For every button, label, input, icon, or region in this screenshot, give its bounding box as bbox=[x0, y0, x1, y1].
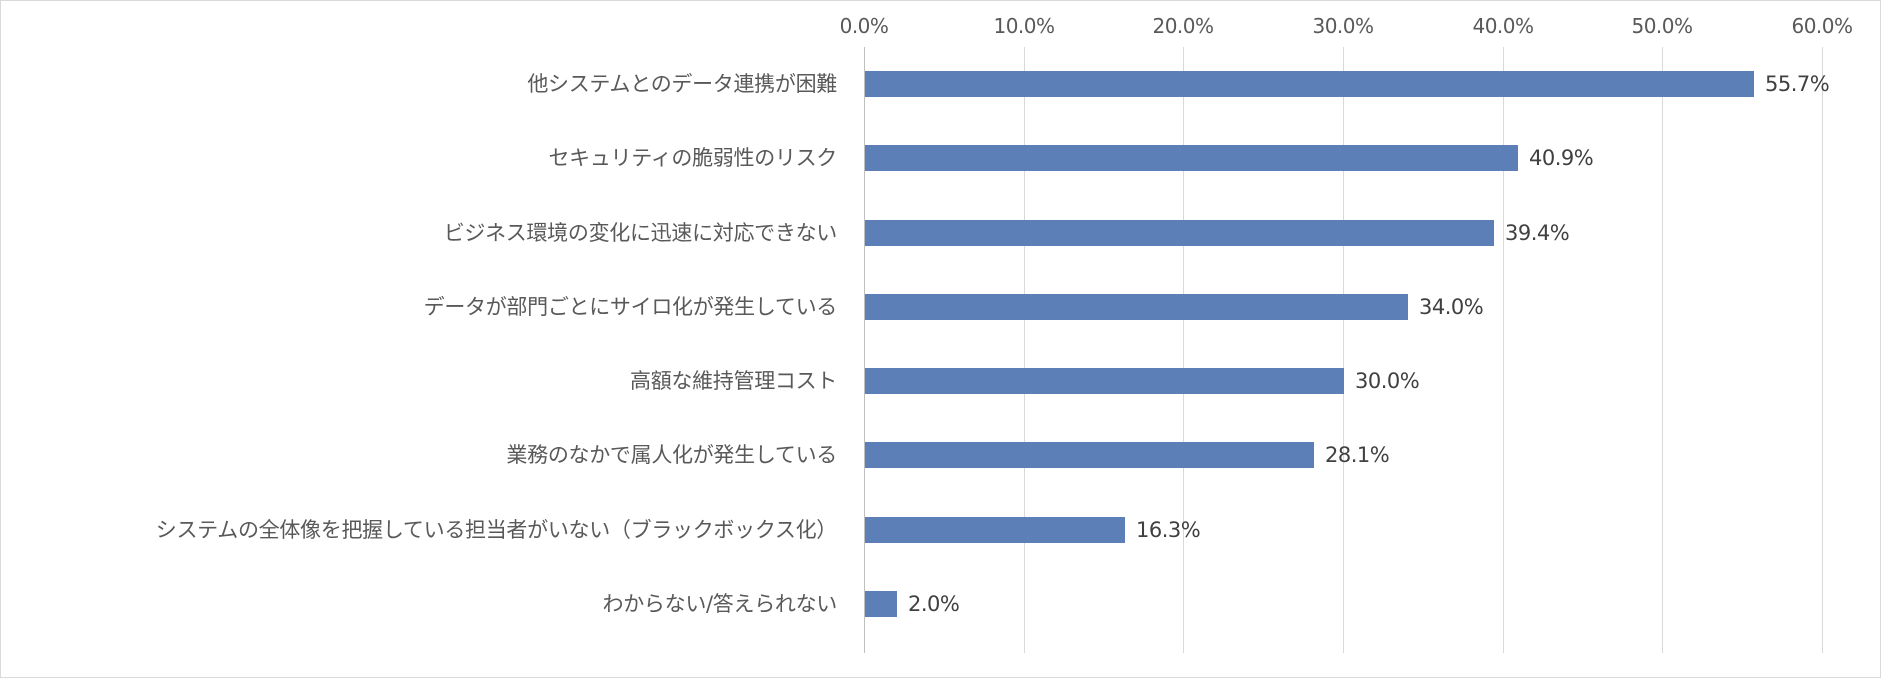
y-axis-line bbox=[864, 47, 865, 653]
x-tick-label: 10.0% bbox=[993, 14, 1055, 38]
x-tick-label: 40.0% bbox=[1472, 14, 1534, 38]
gridline bbox=[1024, 47, 1025, 653]
value-label: 30.0% bbox=[1355, 369, 1420, 393]
value-label: 40.9% bbox=[1529, 146, 1594, 170]
x-tick-label: 60.0% bbox=[1791, 14, 1853, 38]
category-label: 業務のなかで属人化が発生している bbox=[506, 443, 837, 467]
gridline bbox=[1662, 47, 1663, 653]
category-label: 高額な維持管理コスト bbox=[630, 369, 837, 393]
gridline bbox=[1183, 47, 1184, 653]
category-label: 他システムとのデータ連携が困難 bbox=[527, 72, 837, 96]
bar bbox=[865, 442, 1314, 468]
bar bbox=[865, 220, 1494, 246]
value-label: 55.7% bbox=[1765, 72, 1830, 96]
gridline bbox=[1343, 47, 1344, 653]
x-tick-label: 20.0% bbox=[1152, 14, 1214, 38]
gridline bbox=[1503, 47, 1504, 653]
gridline bbox=[1822, 47, 1823, 653]
value-label: 34.0% bbox=[1419, 295, 1484, 319]
category-label: わからない/答えられない bbox=[602, 592, 838, 616]
bar bbox=[865, 591, 897, 617]
value-label: 39.4% bbox=[1505, 221, 1570, 245]
value-label: 28.1% bbox=[1325, 443, 1390, 467]
x-tick-label: 30.0% bbox=[1312, 14, 1374, 38]
category-label: セキュリティの脆弱性のリスク bbox=[548, 146, 837, 170]
x-tick-label: 0.0% bbox=[839, 14, 889, 38]
bar bbox=[865, 71, 1754, 97]
value-label: 2.0% bbox=[908, 592, 960, 616]
bar bbox=[865, 294, 1408, 320]
bar bbox=[865, 517, 1125, 543]
bar bbox=[865, 145, 1518, 171]
bar bbox=[865, 368, 1344, 394]
value-label: 16.3% bbox=[1136, 518, 1201, 542]
category-label: データが部門ごとにサイロ化が発生している bbox=[423, 295, 838, 319]
x-tick-label: 50.0% bbox=[1631, 14, 1693, 38]
category-label: システムの全体像を把握している担当者がいない（ブラックボックス化） bbox=[155, 518, 838, 542]
category-label: ビジネス環境の変化に迅速に対応できない bbox=[443, 221, 838, 245]
